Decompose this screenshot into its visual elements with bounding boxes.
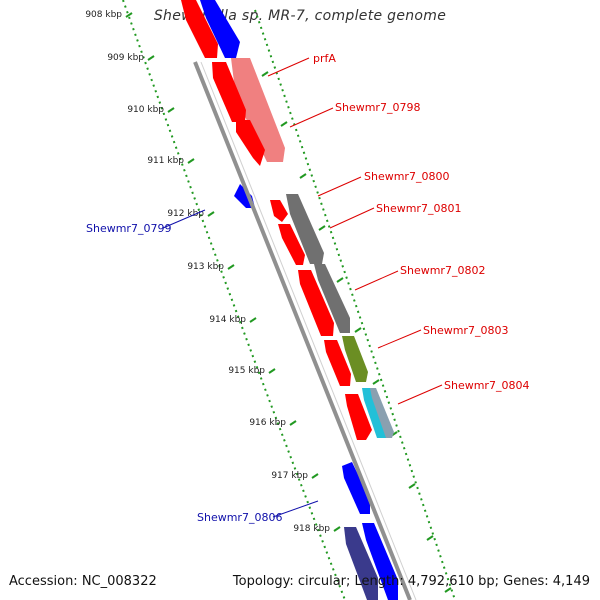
kbp-tick-label-4: 912 kbp <box>167 209 204 219</box>
kbp-tick-2 <box>167 107 175 113</box>
gene-blue-0806[interactable] <box>342 462 370 514</box>
outer-tick-3 <box>318 225 326 231</box>
kbp-tick-label-9: 917 kbp <box>271 471 308 481</box>
outer-tick-1 <box>280 121 288 127</box>
kbp-tick-label-2: 910 kbp <box>127 105 164 115</box>
gene-red-0798c[interactable] <box>236 120 265 166</box>
label-0804: Shewmr7_0804 <box>444 379 529 392</box>
label-prfA: prfA <box>313 52 336 65</box>
gene-red-0804[interactable] <box>345 394 372 440</box>
kbp-tick-label-0: 908 kbp <box>85 10 122 20</box>
gene-pink-prfA[interactable] <box>231 58 285 162</box>
gene-slate-0804b[interactable] <box>370 388 394 438</box>
genome-stats-text: Topology: circular; Length: 4,792,610 bp… <box>232 574 590 589</box>
kbp-tick-4 <box>207 211 215 217</box>
gene-olive-0803[interactable] <box>342 336 368 382</box>
gene-red-0798a[interactable] <box>181 0 218 58</box>
label-0806: Shewmr7_0806 <box>197 511 282 524</box>
outer-tick-marks <box>261 71 452 593</box>
kbp-tick-10 <box>333 526 341 532</box>
kbp-tick-9 <box>311 473 319 479</box>
outer-tick-5 <box>354 327 362 333</box>
genome-backbone-outer <box>193 61 412 600</box>
outer-tick-8 <box>408 483 416 489</box>
kbp-tick-label-8: 916 kbp <box>249 418 286 428</box>
gene-red-0802[interactable] <box>298 270 334 336</box>
outer-tick-6 <box>372 379 380 385</box>
outer-tick-4 <box>336 277 344 283</box>
outer-tick-9 <box>426 535 434 541</box>
accession-text: Accession: NC_008322 <box>9 574 157 589</box>
outer-tick-track <box>254 9 456 600</box>
kbp-tick-label-7: 915 kbp <box>228 366 265 376</box>
label-0803: Shewmr7_0803 <box>423 324 508 337</box>
label-0801: Shewmr7_0801 <box>376 202 461 215</box>
kbp-tick-6 <box>249 317 257 323</box>
inner-tick-marks: 908 kbp 909 kbp 910 kbp 911 kbp 912 kbp 913 k… <box>85 10 341 534</box>
kbp-tick-3 <box>187 158 195 164</box>
kbp-tick-label-6: 914 kbp <box>209 315 246 325</box>
gene-red-0801[interactable] <box>278 224 305 265</box>
gene-red-0803[interactable] <box>324 340 351 386</box>
kbp-tick-1 <box>147 55 155 61</box>
kbp-tick-label-10: 918 kbp <box>293 524 330 534</box>
label-leaders <box>162 57 443 518</box>
inner-tick-track <box>122 0 346 600</box>
kbp-tick-label-5: 913 kbp <box>187 262 224 272</box>
kbp-tick-5 <box>227 264 235 270</box>
gene-cyan-0804[interactable] <box>362 388 388 438</box>
genome-backbone-inner <box>200 61 417 600</box>
outer-tick-2 <box>299 173 307 179</box>
kbp-tick-8 <box>289 420 297 426</box>
gene-blue-top[interactable] <box>200 0 240 58</box>
gene-red-0798b[interactable] <box>212 62 246 122</box>
gene-gray-0801[interactable] <box>286 194 324 264</box>
gene-navy-lower[interactable] <box>344 527 378 600</box>
gene-gray-0802[interactable] <box>314 264 350 333</box>
kbp-tick-label-1: 909 kbp <box>107 53 144 63</box>
outer-tick-10 <box>444 587 452 593</box>
gene-red-0800[interactable] <box>270 200 288 222</box>
kbp-tick-label-3: 911 kbp <box>147 156 184 166</box>
kbp-tick-7 <box>268 368 276 374</box>
label-0802: Shewmr7_0802 <box>400 264 485 277</box>
forward-strand-genes <box>200 0 398 600</box>
label-0798: Shewmr7_0798 <box>335 101 420 114</box>
reverse-strand-genes <box>181 0 378 600</box>
label-0800: Shewmr7_0800 <box>364 170 449 183</box>
outer-tick-0 <box>261 71 269 77</box>
label-0799: Shewmr7_0799 <box>86 222 171 235</box>
kbp-tick-0 <box>125 12 133 18</box>
gene-blue-lower[interactable] <box>362 523 398 600</box>
